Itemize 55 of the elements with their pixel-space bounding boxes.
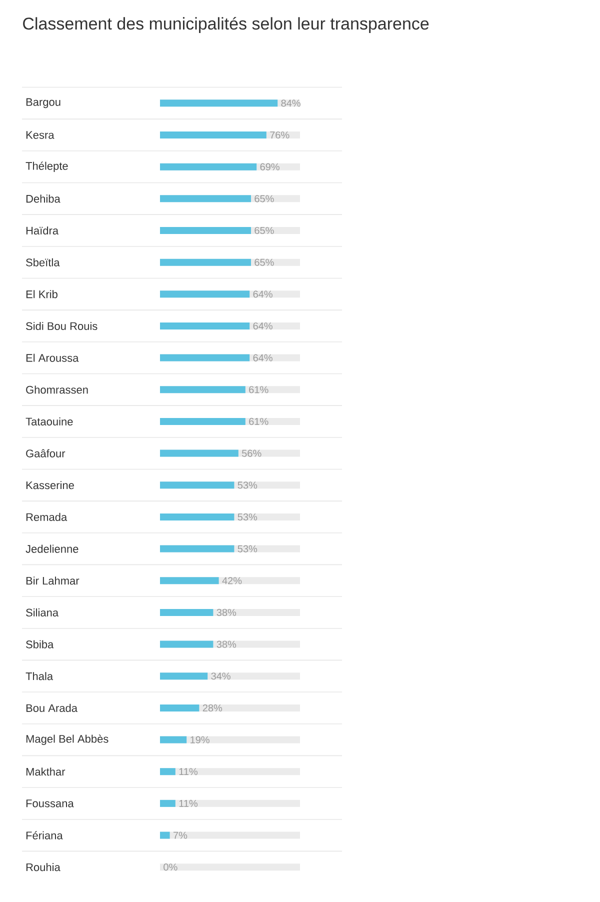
y-tick-label: Fériana: [26, 831, 63, 840]
y-tick-label: El Krib: [26, 290, 58, 298]
y-tick-label: Foussana: [26, 800, 74, 808]
data-label: 84%: [281, 100, 300, 107]
y-tick-label: Sbiba: [26, 640, 54, 648]
y-tick-label: Kesra: [26, 131, 54, 139]
y-tick-label: El Aroussa: [26, 354, 79, 362]
y-tick-label: Remada: [26, 512, 68, 521]
y-tick-label: Bou Arada: [26, 704, 78, 712]
data-label: 28%: [202, 704, 222, 712]
data-label: 53%: [238, 513, 258, 520]
data-label: 0%: [164, 864, 178, 871]
data-label: 69%: [260, 163, 280, 170]
y-tick-label: Makthar: [26, 768, 66, 776]
y-tick-label: Tataouine: [26, 417, 73, 426]
y-tick-label: Thélepte: [26, 162, 68, 172]
y-tick-label: Bargou: [26, 98, 60, 108]
data-label: 19%: [190, 736, 210, 744]
data-label: 65%: [254, 258, 274, 266]
data-label: 42%: [222, 577, 242, 584]
data-label: 34%: [211, 672, 230, 680]
data-label: 11%: [179, 768, 198, 776]
bar: [160, 768, 176, 776]
y-tick-label: Haïdra: [26, 226, 59, 235]
y-tick-label: Sbeïtla: [26, 258, 60, 266]
data-label: 76%: [270, 131, 290, 139]
y-tick-label: Siliana: [26, 608, 59, 616]
y-tick-label: Ghomrassen: [26, 386, 88, 394]
data-label: 61%: [249, 418, 268, 426]
y-tick-label: Thala: [26, 672, 54, 680]
data-label: 38%: [216, 640, 236, 648]
data-label: 53%: [238, 482, 258, 489]
data-label: 64%: [253, 290, 272, 298]
data-label: 64%: [253, 354, 272, 362]
data-label: 61%: [249, 386, 268, 394]
data-label: 64%: [253, 322, 272, 330]
data-label: 11%: [179, 800, 198, 807]
data-label: 53%: [238, 545, 258, 552]
data-label: 7%: [174, 832, 188, 839]
y-tick-label: Kasserine: [26, 481, 74, 490]
data-label: 65%: [254, 195, 274, 202]
data-label: 56%: [242, 450, 262, 457]
bar: [160, 800, 176, 807]
bar: [160, 832, 170, 839]
y-tick-label: Jedelienne: [26, 544, 78, 553]
data-label: 38%: [216, 608, 236, 616]
y-tick-label: Bir Lahmar: [26, 576, 80, 585]
y-tick-label: Rouhia: [26, 863, 60, 872]
data-label: 65%: [254, 226, 274, 234]
bar: [160, 736, 187, 744]
y-tick-label: Magel Bel Abbès: [26, 734, 108, 745]
y-tick-label: Gaâfour: [26, 449, 66, 458]
y-tick-label: Dehiba: [26, 194, 60, 203]
chart-title: Classement des municipalités selon leur transparence: [23, 16, 429, 34]
y-tick-label: Sidi Bou Rouis: [26, 322, 98, 330]
